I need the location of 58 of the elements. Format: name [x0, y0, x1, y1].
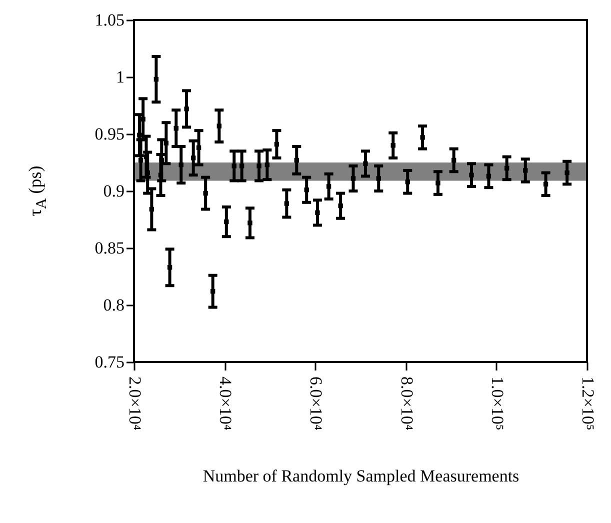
- x-tick-label: 2.0×10⁴: [126, 376, 144, 430]
- point: [167, 265, 172, 270]
- point: [469, 172, 474, 178]
- y-tick-label: 0.95: [94, 124, 124, 144]
- point: [315, 210, 320, 216]
- point: [159, 158, 164, 163]
- point: [564, 170, 570, 176]
- point: [138, 158, 144, 163]
- point: [140, 116, 146, 122]
- point: [184, 106, 189, 112]
- y-tick-label: 0.8: [103, 296, 124, 314]
- point: [191, 156, 196, 160]
- point: [224, 219, 229, 224]
- x-axis-title: Number of Randomly Sampled Measurements: [202, 466, 520, 486]
- point: [137, 132, 142, 138]
- point: [174, 126, 178, 131]
- point: [326, 184, 332, 189]
- point: [486, 174, 492, 179]
- x-tick-label: 6.0×10⁴: [306, 376, 326, 430]
- y-tick-label: 0.9: [103, 182, 124, 200]
- point: [203, 190, 208, 196]
- point: [232, 164, 236, 168]
- point: [304, 188, 309, 192]
- x-tick-label: 4.0×10⁴: [216, 376, 236, 430]
- point: [436, 180, 440, 186]
- x-tick-label: 1.2×10⁵: [578, 376, 598, 430]
- point: [274, 142, 280, 147]
- point: [216, 124, 222, 128]
- point: [196, 145, 202, 150]
- point: [523, 168, 528, 173]
- point: [350, 176, 356, 181]
- point: [504, 166, 510, 171]
- point: [178, 162, 184, 168]
- y-tick-label: 1.05: [94, 10, 124, 30]
- point: [284, 201, 290, 206]
- point: [451, 158, 456, 163]
- y-tick-label: 0.85: [94, 238, 124, 258]
- point: [294, 158, 299, 163]
- point: [405, 180, 410, 184]
- point: [420, 135, 425, 140]
- point: [390, 143, 396, 148]
- point: [264, 162, 270, 168]
- point: [338, 203, 343, 208]
- point: [543, 182, 548, 187]
- point: [256, 164, 262, 168]
- point: [248, 220, 252, 226]
- point: [239, 164, 244, 168]
- point: [210, 288, 216, 294]
- point: [363, 161, 368, 166]
- x-tick-label: 8.0×10⁴: [397, 376, 416, 430]
- point: [376, 176, 381, 181]
- point: [154, 76, 159, 82]
- point: [149, 206, 154, 212]
- x-tick-label: 1.0×10⁵: [488, 376, 507, 430]
- point: [158, 172, 164, 178]
- y-tick-label: 0.75: [94, 352, 124, 372]
- point: [164, 140, 169, 146]
- y-tick-label: 1: [116, 68, 124, 86]
